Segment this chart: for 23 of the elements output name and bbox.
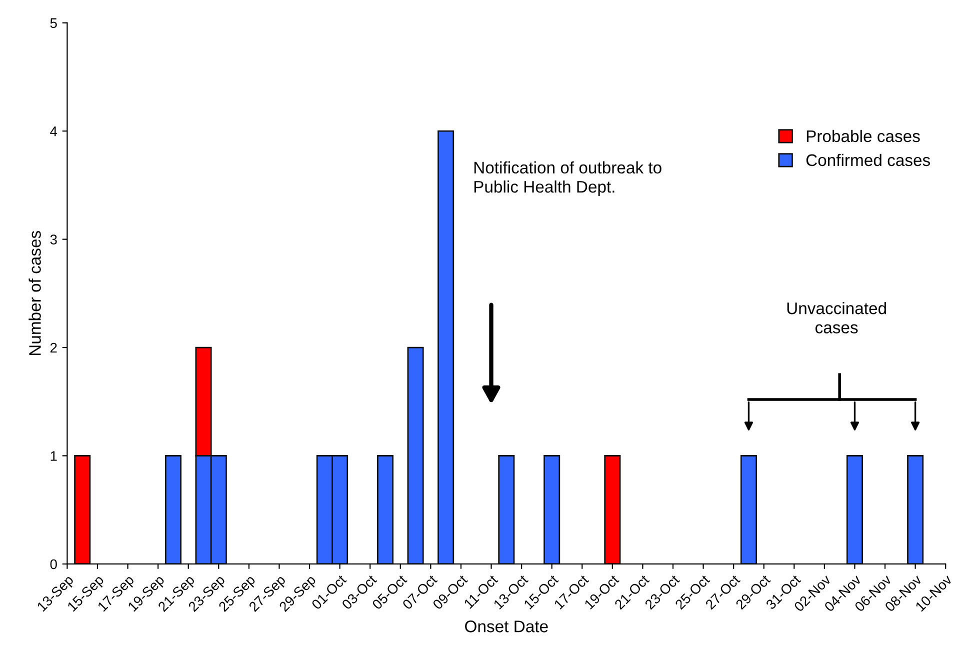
- y-tick-label: 1: [50, 451, 57, 461]
- annotation: Notification of outbreak to Public Health Dept.: [474, 161, 662, 196]
- bar: [604, 455, 621, 564]
- legend-label: Confirmed cases: [806, 154, 930, 166]
- bar: [438, 130, 454, 564]
- bar: [376, 455, 394, 564]
- bar: [907, 455, 924, 564]
- bar: [164, 455, 182, 564]
- y-tick-label: 2: [50, 342, 57, 353]
- bar: [846, 455, 863, 564]
- bar: [740, 455, 757, 564]
- y-tick-label: 3: [50, 234, 57, 244]
- annotation: Unvaccinated cases: [787, 302, 886, 334]
- bar: [407, 346, 424, 564]
- y-tick-label: 0: [50, 559, 57, 570]
- bar: [498, 455, 515, 564]
- bar: [74, 455, 91, 564]
- y-axis-title: Number of cases: [28, 231, 41, 356]
- x-axis-title: Onset Date: [465, 620, 548, 632]
- bar: [544, 455, 560, 564]
- y-tick-label: 4: [50, 126, 58, 136]
- y-tick-label: 5: [50, 18, 57, 28]
- legend-label: Probable cases: [806, 130, 920, 142]
